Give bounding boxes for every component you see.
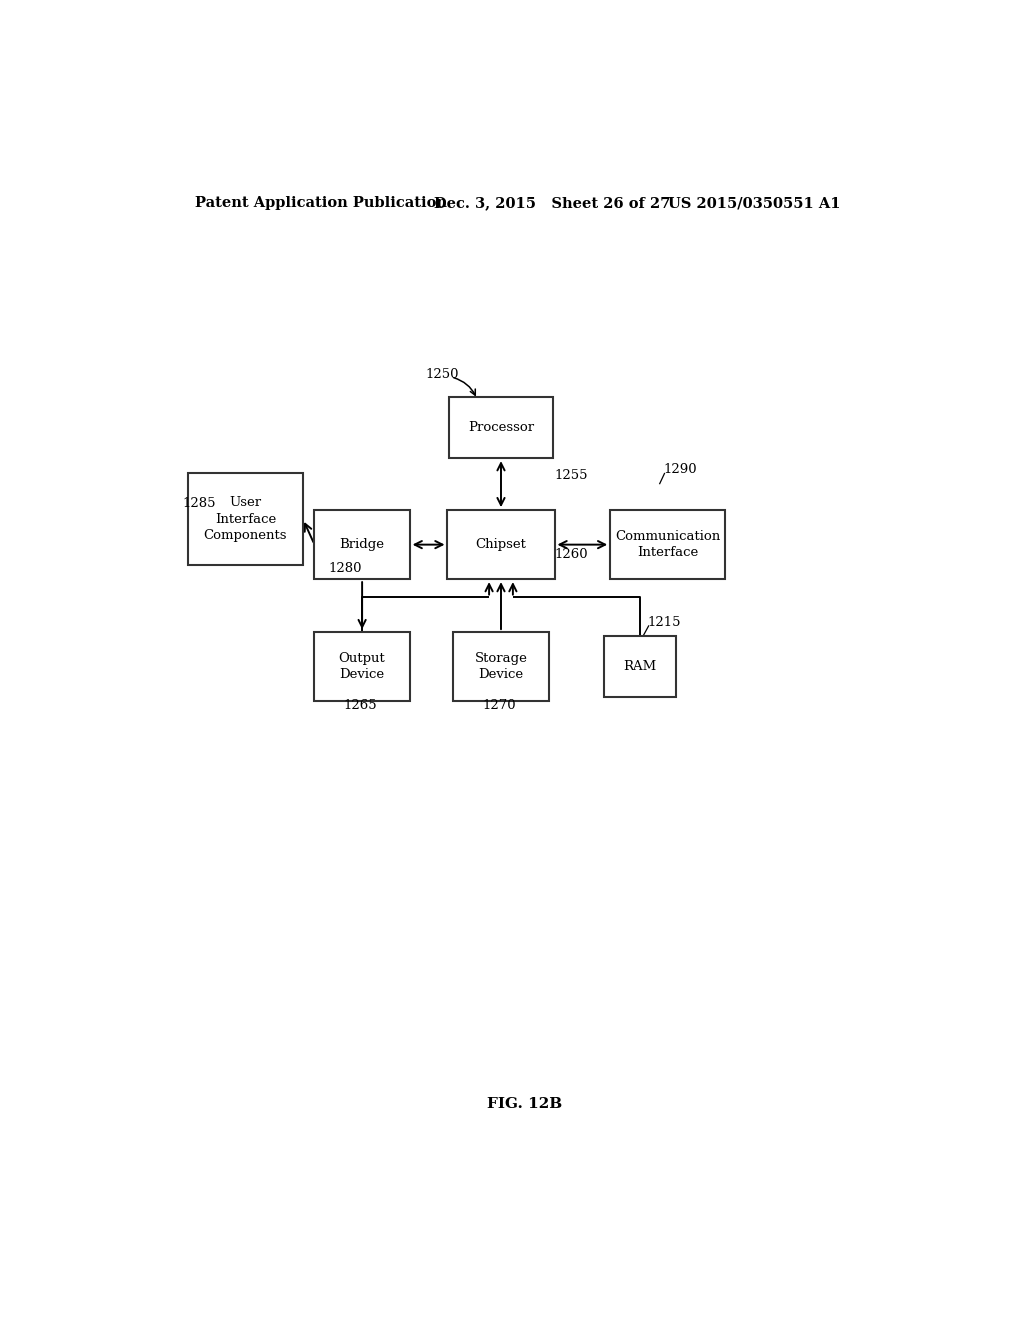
Text: Communication
Interface: Communication Interface [615,529,720,560]
Bar [314,632,410,701]
Bar [314,510,410,579]
Text: Bridge: Bridge [340,539,385,552]
Text: FIG. 12B: FIG. 12B [487,1097,562,1110]
Bar [454,632,549,701]
Bar [604,636,676,697]
Text: RAM: RAM [624,660,656,673]
Text: 1290: 1290 [664,463,697,477]
Bar [188,474,303,565]
Text: Patent Application Publication: Patent Application Publication [196,197,447,210]
Text: Output
Device: Output Device [339,652,385,681]
Text: 1250: 1250 [426,368,459,381]
Text: Processor: Processor [468,421,535,434]
Text: 1270: 1270 [482,698,516,711]
Text: Chipset: Chipset [475,539,526,552]
Text: 1265: 1265 [344,698,378,711]
Text: 1285: 1285 [182,498,215,511]
Text: 1215: 1215 [648,616,681,630]
Text: User
Interface
Components: User Interface Components [204,496,287,543]
Text: US 2015/0350551 A1: US 2015/0350551 A1 [668,197,840,210]
Text: 1255: 1255 [554,469,588,482]
Text: Storage
Device: Storage Device [474,652,527,681]
Text: Dec. 3, 2015   Sheet 26 of 27: Dec. 3, 2015 Sheet 26 of 27 [433,197,670,210]
Text: 1260: 1260 [554,548,588,561]
Bar [450,397,553,458]
Bar [447,510,555,579]
Bar [610,510,725,579]
Text: 1280: 1280 [328,561,361,574]
